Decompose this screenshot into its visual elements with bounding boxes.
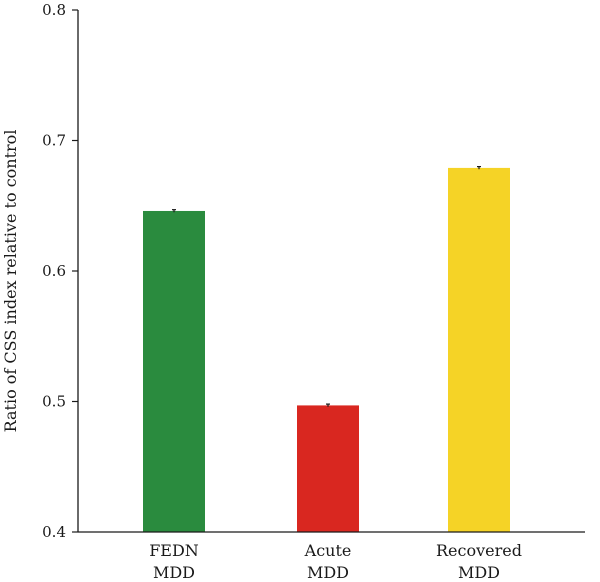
y-tick-label: 0.4	[42, 523, 66, 541]
bar	[143, 210, 205, 532]
y-axis-ticks: 0.4 0.5 0.6 0.7 0.8	[42, 1, 78, 541]
y-tick-label: 0.6	[42, 262, 66, 280]
y-tick-label: 0.5	[42, 393, 66, 411]
x-category-label: MDD	[307, 563, 349, 582]
bar	[297, 405, 359, 532]
x-category-label: MDD	[458, 563, 500, 582]
bars-group	[143, 167, 510, 532]
x-category-label: Acute	[304, 541, 352, 560]
y-axis-title: Ratio of CSS index relative to control	[1, 130, 20, 433]
y-tick-label: 0.7	[42, 132, 66, 150]
error-bars-group	[172, 166, 481, 407]
x-category-label: MDD	[153, 563, 195, 582]
x-category-label: Recovered	[436, 541, 522, 560]
x-axis-labels: FEDN MDD Acute MDD Recovered MDD	[149, 541, 522, 582]
bar	[448, 167, 510, 532]
y-tick-label: 0.8	[42, 1, 66, 19]
x-category-label: FEDN	[149, 541, 199, 560]
